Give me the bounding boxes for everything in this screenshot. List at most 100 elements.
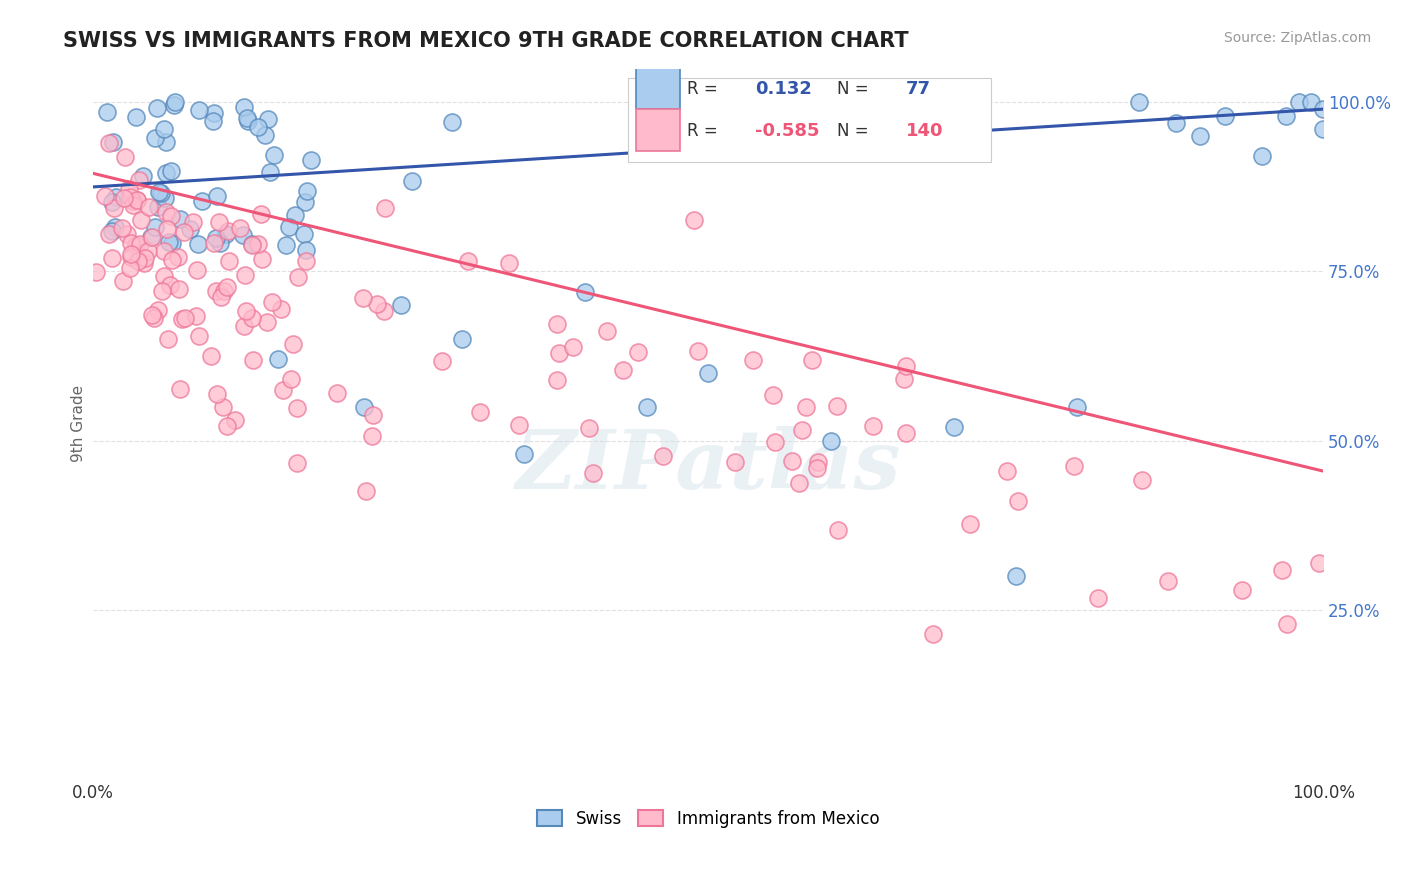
Point	[1213, 109, 1236, 123]
Point	[138, 200, 160, 214]
Legend: Swiss, Immigrants from Mexico: Swiss, Immigrants from Mexico	[530, 803, 886, 835]
Point	[179, 222, 201, 236]
Point	[169, 212, 191, 227]
Point	[548, 346, 571, 360]
FancyBboxPatch shape	[636, 109, 681, 151]
FancyBboxPatch shape	[628, 78, 991, 162]
Point	[215, 280, 238, 294]
Point	[125, 194, 148, 208]
Point	[152, 268, 174, 283]
Text: SWISS VS IMMIGRANTS FROM MEXICO 9TH GRADE CORRELATION CHART: SWISS VS IMMIGRANTS FROM MEXICO 9TH GRAD…	[63, 31, 908, 51]
Point	[1130, 473, 1153, 487]
Point	[112, 191, 135, 205]
Point	[120, 235, 142, 250]
Point	[128, 173, 150, 187]
Point	[1189, 129, 1212, 144]
Point	[238, 113, 260, 128]
Point	[145, 101, 167, 115]
Point	[430, 353, 453, 368]
Point	[686, 344, 709, 359]
Point	[1312, 102, 1334, 116]
Point	[292, 227, 315, 241]
Text: 0.132: 0.132	[755, 80, 811, 98]
Point	[134, 251, 156, 265]
Point	[118, 190, 141, 204]
Point	[827, 399, 849, 413]
Point	[124, 110, 146, 124]
Point	[104, 190, 127, 204]
Point	[546, 373, 568, 387]
Point	[218, 254, 240, 268]
Point	[205, 285, 228, 299]
Point	[299, 153, 322, 168]
Point	[96, 104, 118, 119]
Point	[578, 421, 600, 435]
Point	[111, 220, 134, 235]
Point	[217, 419, 239, 434]
Point	[468, 405, 491, 419]
Point	[596, 324, 619, 338]
Text: R =: R =	[688, 80, 723, 98]
Point	[153, 191, 176, 205]
Point	[186, 262, 208, 277]
Point	[139, 230, 162, 244]
Point	[271, 383, 294, 397]
Point	[285, 456, 308, 470]
Point	[212, 284, 235, 298]
Point	[163, 95, 186, 110]
Point	[127, 194, 149, 208]
FancyBboxPatch shape	[636, 67, 681, 109]
Point	[943, 420, 966, 434]
Point	[270, 301, 292, 316]
Point	[224, 413, 246, 427]
Point	[1232, 582, 1254, 597]
Point	[232, 318, 254, 333]
Point	[132, 256, 155, 270]
Point	[441, 115, 464, 129]
Point	[374, 201, 396, 215]
Point	[150, 284, 173, 298]
Point	[101, 136, 124, 150]
Point	[101, 224, 124, 238]
Point	[146, 303, 169, 318]
Point	[361, 408, 384, 422]
Point	[612, 363, 634, 377]
Point	[160, 164, 183, 178]
Point	[284, 208, 307, 222]
Point	[120, 250, 142, 264]
Point	[373, 304, 395, 318]
Point	[167, 282, 190, 296]
Point	[508, 418, 530, 433]
Point	[1063, 459, 1085, 474]
Point	[1308, 556, 1330, 570]
Point	[240, 311, 263, 326]
Point	[353, 400, 375, 414]
Point	[894, 359, 917, 374]
Point	[98, 136, 121, 151]
Point	[806, 455, 828, 469]
Text: -0.585: -0.585	[755, 122, 820, 140]
Point	[143, 130, 166, 145]
Point	[188, 103, 211, 117]
Point	[959, 516, 981, 531]
Point	[697, 366, 720, 380]
Point	[801, 353, 824, 368]
Point	[93, 189, 115, 203]
Point	[582, 467, 605, 481]
Point	[122, 198, 145, 212]
Point	[155, 221, 177, 235]
Point	[636, 400, 658, 414]
Point	[278, 219, 301, 234]
Point	[118, 182, 141, 196]
Point	[157, 332, 180, 346]
Point	[806, 461, 828, 475]
Point	[297, 184, 319, 198]
Point	[236, 112, 259, 126]
Point	[112, 274, 135, 288]
Text: N =: N =	[838, 80, 875, 98]
Point	[354, 483, 377, 498]
Point	[148, 185, 170, 199]
Point	[451, 332, 474, 346]
Point	[152, 244, 174, 258]
Point	[1007, 494, 1029, 508]
